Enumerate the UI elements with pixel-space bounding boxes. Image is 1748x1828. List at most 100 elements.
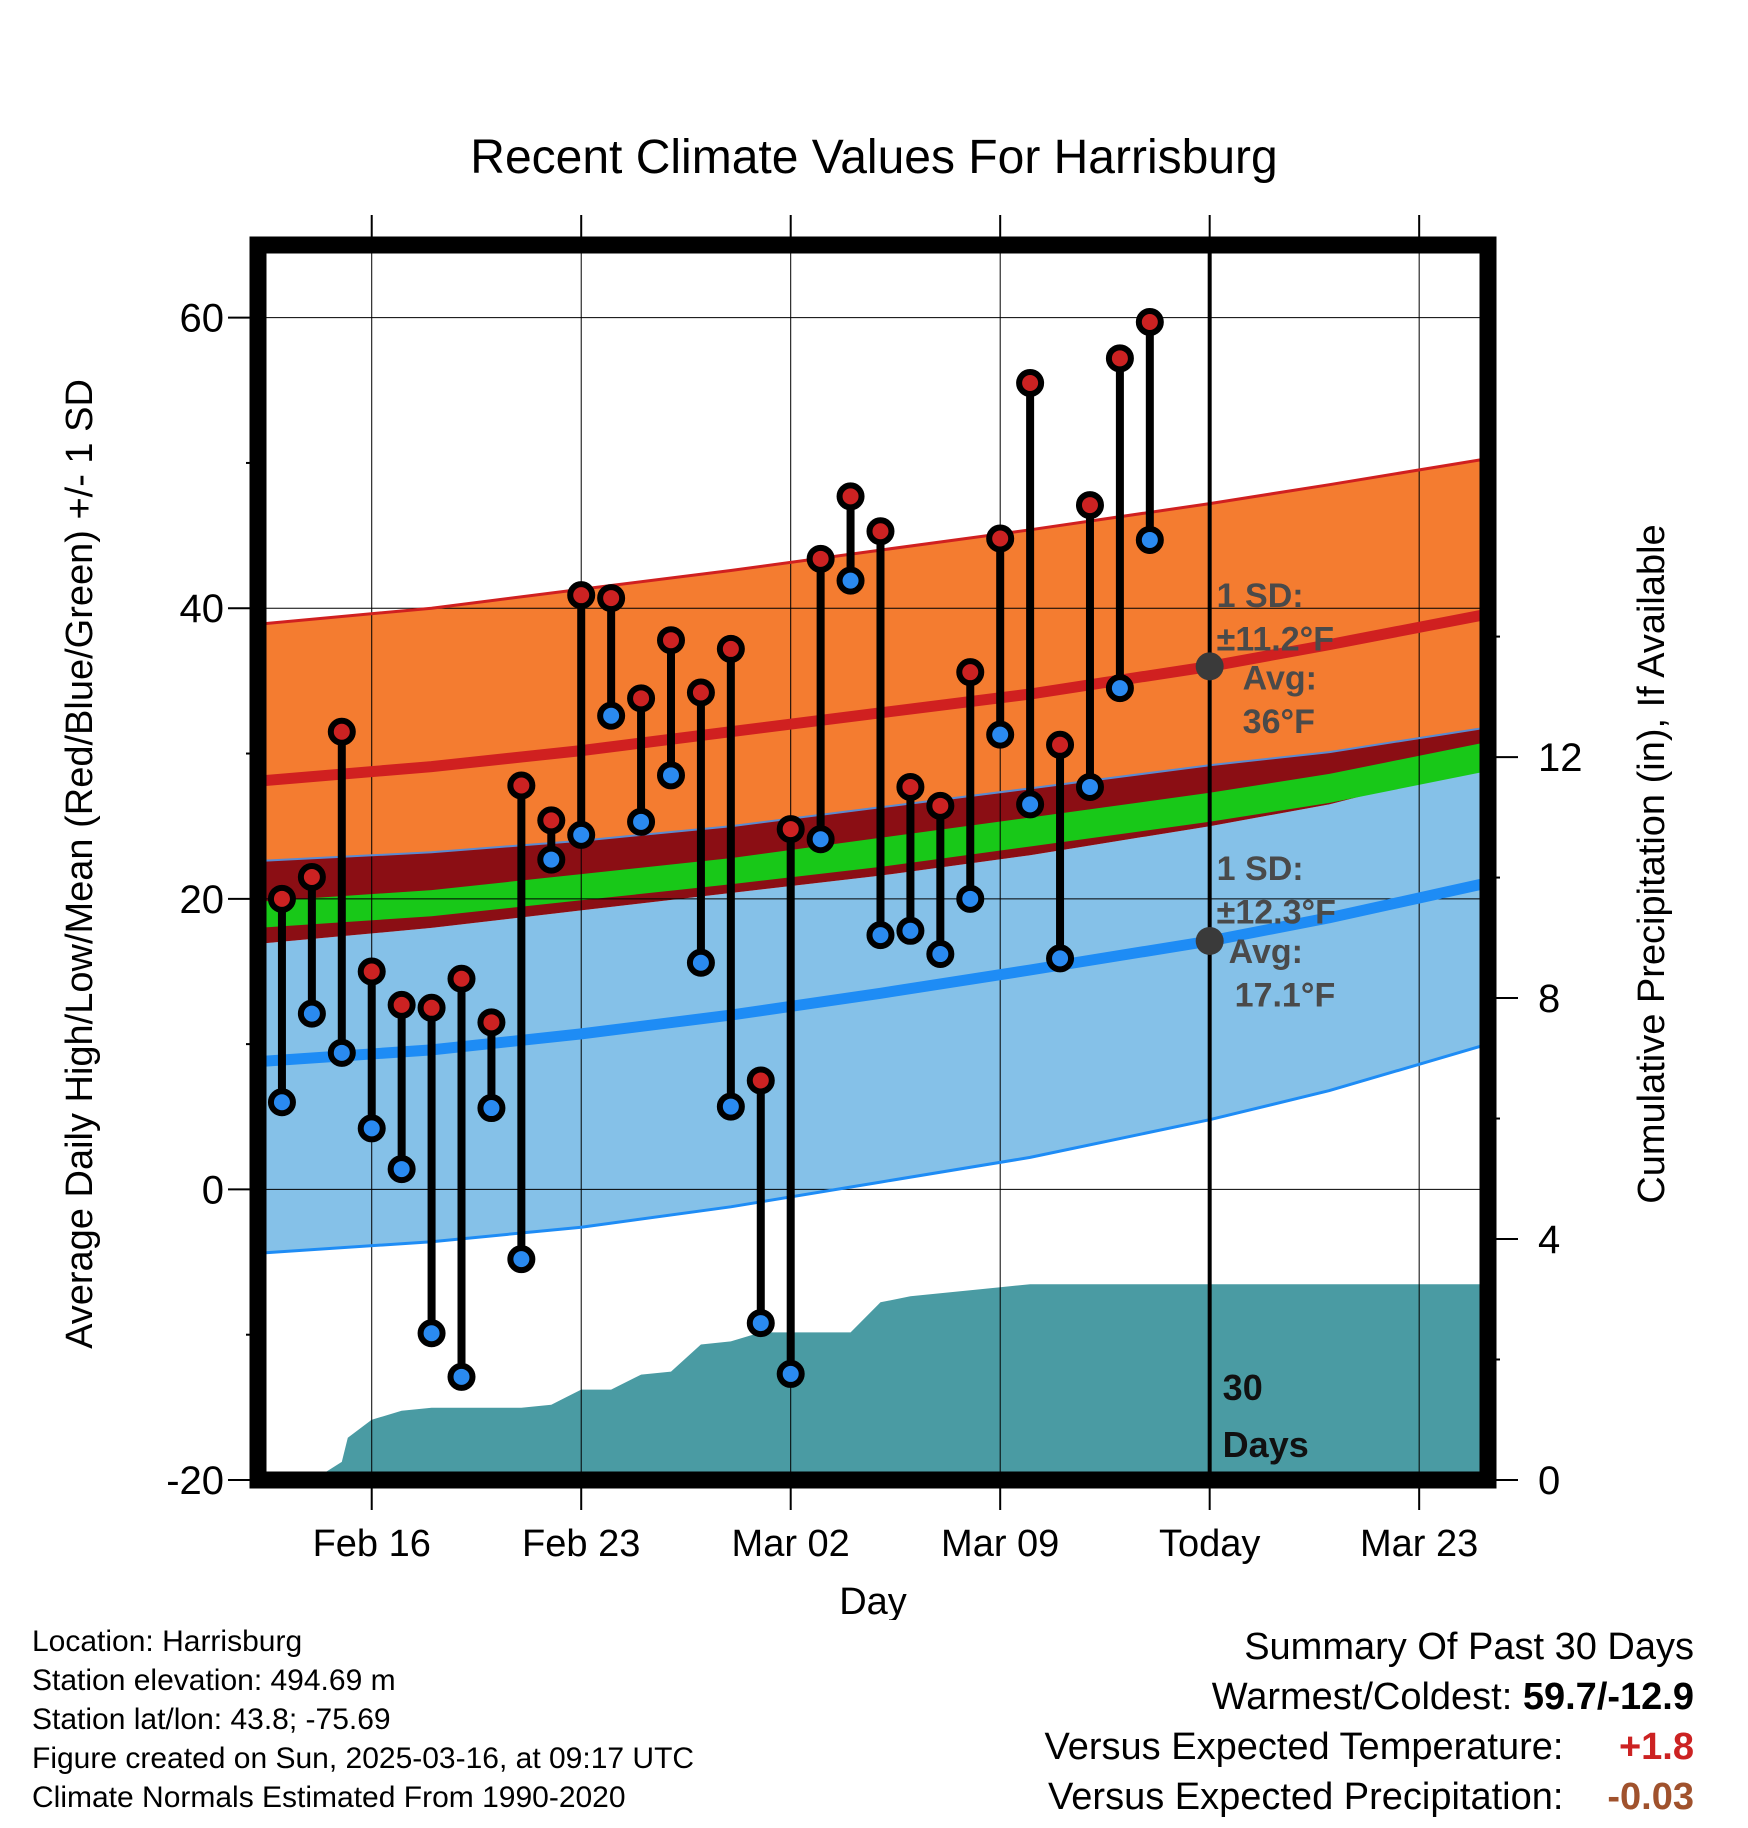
x-tick-label: Mar 09 [941, 1523, 1059, 1565]
low-marker [1135, 525, 1164, 554]
low-marker [926, 940, 955, 969]
low-marker [656, 761, 685, 790]
high-avg-dot [1195, 652, 1224, 681]
high-marker [986, 524, 1015, 553]
chart-title: Recent Climate Values For Harrisburg [470, 131, 1277, 184]
low-marker [716, 1092, 745, 1121]
high-marker [896, 772, 925, 801]
low-marker [986, 720, 1015, 749]
low-marker [746, 1309, 775, 1338]
low-marker [567, 820, 596, 849]
high-marker [956, 658, 985, 687]
location-text: Location: Harrisburg [32, 1625, 303, 1658]
low-marker [866, 921, 895, 950]
low-marker [1046, 944, 1075, 973]
high-marker [327, 717, 356, 746]
low-sd-band [258, 763, 1488, 1254]
y-tick-label: 20 [180, 878, 225, 922]
low-marker [297, 999, 326, 1028]
climate-chart: Recent Climate Values For Harrisburg 1 S… [59, 131, 1673, 1620]
warm-cold-value: 59.7/-12.9 [1522, 1676, 1694, 1718]
created-text: Figure created on Sun, 2025-03-16, at 09… [32, 1742, 695, 1775]
x-axis-title: Day [839, 1581, 907, 1620]
mean-sd-band [258, 741, 1488, 928]
y2-tick-label: 4 [1538, 1218, 1560, 1262]
low-marker [477, 1094, 506, 1123]
high-marker [417, 993, 446, 1022]
high-marker [836, 482, 865, 511]
low-marker [956, 884, 985, 913]
high-marker [537, 806, 566, 835]
temp-value: +1.8 [1618, 1726, 1694, 1768]
y-tick-label: 0 [202, 1168, 224, 1212]
low-marker [597, 701, 626, 730]
x-tick-label: Feb 23 [522, 1523, 640, 1565]
low-marker [267, 1088, 296, 1117]
latlon-text: Station lat/lon: 43.8; -75.69 [32, 1703, 391, 1736]
low-marker [1075, 772, 1104, 801]
low-marker [417, 1319, 446, 1348]
high-marker [477, 1008, 506, 1037]
low-marker [447, 1362, 476, 1391]
summary-panel: Summary Of Past 30 Days Warmest/Coldest:… [1045, 1622, 1694, 1822]
low-marker [627, 807, 656, 836]
low-marker [387, 1155, 416, 1184]
x-tick-label: Mar 23 [1360, 1523, 1478, 1565]
high-marker [567, 581, 596, 610]
summary-heading: Summary Of Past 30 Days [1244, 1626, 1694, 1668]
high-sd-value: ±11.2°F [1217, 620, 1334, 658]
low-avg-value: 17.1°F [1235, 976, 1336, 1014]
high-marker [447, 964, 476, 993]
high-marker [627, 684, 656, 713]
low-marker [776, 1359, 805, 1388]
plot-area [258, 245, 1488, 1480]
high-sd-band [258, 458, 1488, 861]
warm-cold-label: Warmest/Coldest: [1211, 1676, 1513, 1718]
low-marker [686, 948, 715, 977]
high-marker [1016, 369, 1045, 398]
low-avg-line [258, 877, 1488, 1068]
low-marker [357, 1114, 386, 1143]
plot-frame [249, 236, 1497, 1489]
low-lower-line [258, 1042, 1488, 1255]
low-sd-value: ±12.3°F [1217, 894, 1336, 932]
elevation-text: Station elevation: 494.69 m [32, 1664, 396, 1697]
high-marker [387, 990, 416, 1019]
high-marker [686, 678, 715, 707]
precip-value: -0.03 [1607, 1776, 1694, 1818]
high-marker [716, 634, 745, 663]
high-marker [507, 771, 536, 800]
y2-tick-label: 8 [1538, 977, 1560, 1021]
high-marker [776, 815, 805, 844]
high-marker [866, 517, 895, 546]
low-marker [507, 1245, 536, 1274]
high-marker [926, 791, 955, 820]
summary-precip: Versus Expected Precipitation: -0.03 [1045, 1772, 1694, 1822]
y2-axis-title: Cumulative Precipitation (in), If Availa… [1631, 524, 1673, 1203]
low-sd-label: 1 SD: [1217, 850, 1304, 888]
high-marker [597, 584, 626, 613]
low-marker [327, 1038, 356, 1067]
high-marker [746, 1066, 775, 1095]
station-info: Location: Harrisburg Station elevation: … [32, 1622, 694, 1817]
y-tick-label: -20 [166, 1459, 224, 1503]
high-marker [656, 626, 685, 655]
x-tick-label: Mar 02 [732, 1523, 850, 1565]
high-sd-label: 1 SD: [1217, 577, 1304, 615]
low-marker [1105, 674, 1134, 703]
low-marker [806, 825, 835, 854]
x-tick-label: Feb 16 [313, 1523, 431, 1565]
low-marker [1016, 790, 1045, 819]
low-avg-label: Avg: [1229, 933, 1303, 971]
y2-tick-label: 12 [1538, 736, 1583, 780]
days-label: Days [1223, 1424, 1309, 1465]
high-marker [267, 884, 296, 913]
low-avg-dot [1195, 926, 1224, 955]
x-tick-label: Today [1159, 1523, 1260, 1565]
high-avg-value: 36°F [1243, 703, 1315, 741]
temp-label: Versus Expected Temperature: [1044, 1726, 1564, 1768]
high-marker [297, 863, 326, 892]
normals-text: Climate Normals Estimated From 1990-2020 [32, 1781, 626, 1814]
precip-label: Versus Expected Precipitation: [1048, 1776, 1564, 1818]
low-marker [896, 916, 925, 945]
